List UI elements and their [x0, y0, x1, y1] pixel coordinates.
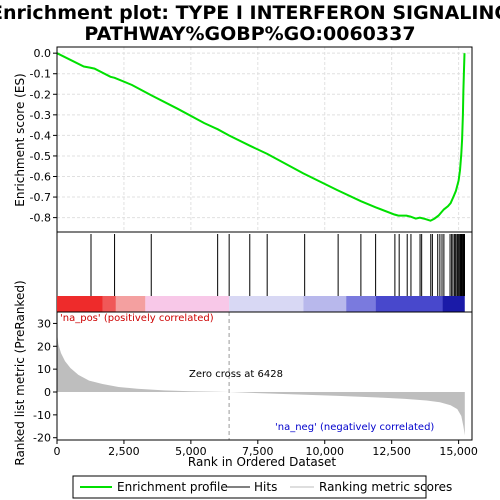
- legend-label-hits: Hits: [254, 480, 277, 494]
- legend: Enrichment profile Hits Ranking metric s…: [72, 475, 452, 499]
- negative-correlation-label: 'na_neg' (negatively correlated): [275, 422, 434, 433]
- colorbar-segment: [442, 296, 465, 312]
- legend-label-enrichment-profile: Enrichment profile: [117, 480, 228, 494]
- es-profile-group: [56, 52, 466, 222]
- rank-y-ticks: 30 20 10 0 -10 -20: [33, 317, 57, 445]
- x-tick-label: 0: [54, 445, 61, 458]
- rank-metric-fill-group: [57, 332, 465, 436]
- chart-title-line1: Enrichment plot: TYPE I INTERFERON SIGNA…: [0, 2, 500, 24]
- es-y-tick-label: -0.2: [30, 88, 51, 101]
- es-y-tick-label: -0.6: [30, 171, 51, 184]
- es-y-tick-label: -0.1: [30, 68, 51, 81]
- rank-y-tick-label: -10: [33, 409, 51, 422]
- es-y-ticks: 0.0 -0.1 -0.2 -0.3 -0.4 -0.5 -0.6 -0.7 -0.8: [30, 47, 57, 225]
- rank-y-axis-label: Ranked list metric (PreRanked): [13, 280, 27, 465]
- x-tick-label: 2,500: [108, 445, 140, 458]
- chart-title-line2: PATHWAY%GOBP%GO:0060337: [84, 23, 415, 45]
- colorbar-segment: [375, 296, 443, 312]
- es-y-axis-label: Enrichment score (ES): [13, 73, 27, 206]
- x-tick-label: 5,000: [175, 445, 207, 458]
- es-y-tick-label: -0.5: [30, 150, 51, 163]
- colorbar-segment: [346, 296, 376, 312]
- es-y-tick-label: -0.7: [30, 191, 51, 204]
- rank-y-tick-label: -20: [33, 432, 51, 445]
- rank-y-tick-label: 10: [37, 363, 51, 376]
- es-y-tick-label: -0.4: [30, 129, 51, 142]
- colorbar-segment: [57, 296, 103, 312]
- es-panel-frame: [56, 46, 473, 233]
- x-tick-label: 10,000: [305, 445, 344, 458]
- rank-y-tick-label: 0: [44, 386, 51, 399]
- es-y-tick-label: -0.8: [30, 212, 51, 225]
- legend-label-ranking-metric: Ranking metric scores: [319, 480, 452, 494]
- x-tick-label: 7,500: [242, 445, 274, 458]
- x-axis-ticks: 0 2,500 5,000 7,500 10,000 12,500 15,000: [54, 440, 478, 458]
- es-y-tick-label: 0.0: [34, 47, 52, 60]
- x-axis-label: Rank in Ordered Dataset: [188, 455, 336, 469]
- x-tick-label: 15,000: [439, 445, 478, 458]
- rank-panel-frame: [56, 311, 473, 441]
- rank-y-tick-label: 30: [37, 317, 51, 330]
- es-gridlines: [56, 47, 472, 232]
- colorbar-segment: [303, 296, 347, 312]
- enrichment-profile-line: [56, 52, 466, 222]
- colorbar-segment: [102, 296, 116, 312]
- colorbar-segment: [229, 296, 304, 312]
- rank-metric-fill: [57, 332, 465, 436]
- es-panel: 0.0 -0.1 -0.2 -0.3 -0.4 -0.5 -0.6 -0.7 -0.8: [30, 46, 473, 233]
- rank-y-tick-label: 20: [37, 340, 51, 353]
- es-y-tick-label: -0.3: [30, 109, 51, 122]
- positive-correlation-label: 'na_pos' (positively correlated): [60, 313, 214, 324]
- rank-panel: 30 20 10 0 -10 -20 0 2,500 5,000 7,500 10,000 12,5…: [33, 311, 478, 458]
- zero-cross-label: Zero cross at 6428: [189, 369, 283, 380]
- hits-panel: [56, 231, 473, 313]
- ranking-colorbar: [57, 296, 465, 312]
- x-tick-label: 12,500: [372, 445, 411, 458]
- colorbar-segment: [115, 296, 146, 312]
- hit-lines: [90, 234, 466, 296]
- colorbar-segment: [145, 296, 230, 312]
